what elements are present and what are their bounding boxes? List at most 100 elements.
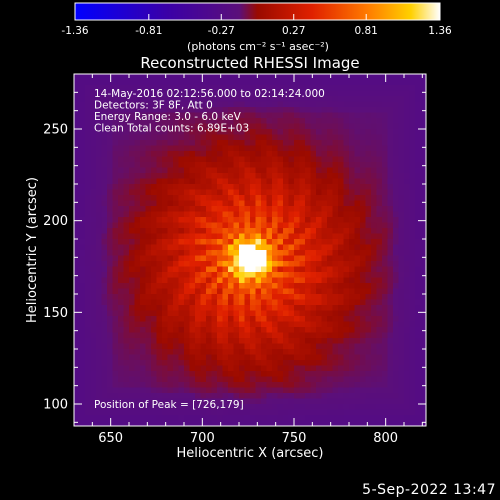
heatmap-cell — [222, 272, 229, 278]
heatmap-cell — [250, 294, 256, 300]
heatmap-cell — [145, 266, 152, 273]
heatmap-cell — [222, 316, 229, 322]
heatmap-cell — [349, 145, 355, 152]
heatmap-cell — [266, 382, 273, 388]
heatmap-cell — [272, 376, 278, 383]
heatmap-cell — [134, 371, 141, 377]
heatmap-cell — [305, 96, 311, 102]
heatmap-cell — [217, 398, 223, 405]
heatmap-cell — [118, 266, 124, 273]
heatmap-cell — [349, 365, 355, 372]
heatmap-cell — [189, 305, 196, 311]
heatmap-cell — [200, 266, 207, 273]
heatmap-cell — [343, 140, 350, 146]
heatmap-cell — [134, 266, 141, 273]
heatmap-cell — [409, 107, 416, 113]
heatmap-cell — [393, 360, 399, 366]
heatmap-cell — [327, 398, 333, 405]
heatmap-cell — [156, 74, 163, 80]
heatmap-cell — [420, 107, 426, 113]
heatmap-cell — [123, 96, 130, 102]
heatmap-cell — [79, 349, 86, 355]
heatmap-cell — [283, 360, 289, 366]
heatmap-cell — [272, 134, 278, 141]
heatmap-cell — [167, 343, 174, 350]
heatmap-cell — [167, 123, 174, 130]
heatmap-cell — [206, 387, 212, 394]
heatmap-cell — [129, 206, 135, 212]
heatmap-cell — [134, 338, 141, 344]
heatmap-cell — [140, 233, 146, 240]
heatmap-cell — [255, 167, 262, 174]
heatmap-cell — [288, 189, 295, 196]
heatmap-cell — [332, 145, 339, 152]
heatmap-cell — [112, 222, 119, 229]
heatmap-cell — [101, 266, 108, 273]
heatmap-cell — [420, 266, 426, 273]
heatmap-cell — [272, 90, 278, 97]
heatmap-cell — [321, 239, 328, 245]
heatmap-cell — [195, 96, 201, 102]
heatmap-cell — [382, 365, 388, 372]
heatmap-image — [74, 74, 426, 426]
heatmap-cell — [228, 74, 234, 80]
heatmap-cell — [129, 134, 135, 141]
heatmap-cell — [123, 365, 130, 372]
heatmap-cell — [151, 145, 157, 152]
heatmap-cell — [261, 233, 267, 240]
heatmap-cell — [173, 90, 179, 97]
heatmap-cell — [294, 415, 300, 421]
heatmap-cell — [283, 101, 289, 108]
heatmap-cell — [107, 239, 113, 245]
heatmap-cell — [354, 129, 361, 135]
heatmap-cell — [343, 354, 350, 361]
heatmap-cell — [299, 239, 306, 245]
heatmap-cell — [123, 85, 130, 91]
heatmap-cell — [145, 239, 152, 245]
heatmap-cell — [420, 393, 426, 399]
heatmap-cell — [266, 233, 273, 240]
heatmap-cell — [376, 79, 383, 86]
heatmap-cell — [398, 321, 405, 328]
heatmap-cell — [277, 74, 284, 80]
heatmap-cell — [211, 222, 218, 229]
heatmap-cell — [404, 255, 410, 262]
heatmap-cell — [222, 387, 229, 394]
heatmap-cell — [195, 101, 201, 108]
heatmap-cell — [338, 365, 344, 372]
heatmap-cell — [288, 101, 295, 108]
heatmap-cell — [294, 277, 300, 284]
heatmap-cell — [222, 261, 229, 267]
heatmap-cell — [162, 310, 168, 317]
heatmap-cell — [409, 145, 416, 152]
heatmap-cell — [222, 376, 229, 383]
heatmap-cell — [250, 200, 256, 207]
heatmap-cell — [360, 393, 366, 399]
heatmap-cell — [354, 415, 361, 421]
heatmap-cell — [299, 360, 306, 366]
heatmap-cell — [228, 288, 234, 295]
heatmap-cell — [316, 327, 322, 333]
heatmap-cell — [107, 129, 113, 135]
heatmap-cell — [90, 134, 97, 141]
heatmap-cell — [173, 404, 179, 410]
heatmap-cell — [74, 195, 80, 201]
heatmap-cell — [79, 211, 86, 218]
heatmap-cell — [255, 354, 262, 361]
colorbar-tick-label: 0.81 — [354, 25, 377, 37]
heatmap-cell — [239, 299, 245, 306]
heatmap-cell — [151, 134, 157, 141]
heatmap-cell — [195, 184, 201, 190]
heatmap-cell — [101, 404, 108, 410]
heatmap-cell — [233, 217, 240, 223]
heatmap-cell — [393, 327, 399, 333]
heatmap-cell — [349, 250, 355, 256]
heatmap-cell — [239, 211, 245, 218]
heatmap-cell — [123, 173, 130, 179]
heatmap-cell — [145, 382, 152, 388]
heatmap-cell — [332, 343, 339, 350]
heatmap-cell — [415, 305, 421, 311]
heatmap-cell — [134, 239, 141, 245]
heatmap-cell — [85, 85, 91, 91]
heatmap-cell — [184, 107, 190, 113]
